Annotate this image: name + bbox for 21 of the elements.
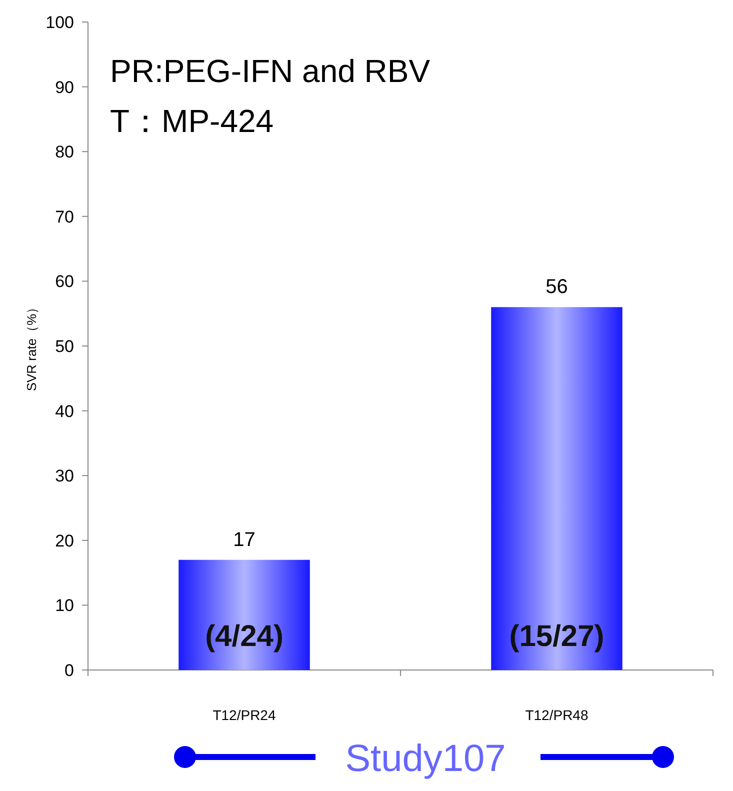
text: PR:PEG-IFN and RBV: [110, 53, 431, 89]
y-tick-label: 50: [55, 336, 74, 356]
data-label: 56: [546, 276, 568, 298]
x-tick-label: T12/PR48: [525, 707, 588, 723]
y-tick-label: 20: [55, 531, 74, 550]
y-tick-label: 80: [55, 142, 74, 162]
x-tick-label: T12/PR24: [212, 707, 276, 723]
y-tick-label: 60: [55, 272, 74, 292]
data-label: 17: [233, 528, 256, 551]
annotation: (4/24): [205, 620, 284, 653]
text: Study107: [345, 738, 506, 780]
y-axis-title: SVR rate（%）: [24, 300, 39, 392]
y-tick-label: 40: [55, 402, 74, 421]
y-tick-label: 70: [55, 207, 74, 226]
y-tick-label: 30: [55, 466, 74, 486]
text: T：MP-424: [110, 103, 274, 139]
y-tick-label: 100: [46, 12, 74, 32]
y-tick-label: 90: [55, 78, 74, 97]
y-tick-label: 10: [55, 596, 74, 616]
annotation: (15/27): [509, 620, 604, 653]
y-tick-label: 0: [64, 660, 74, 680]
